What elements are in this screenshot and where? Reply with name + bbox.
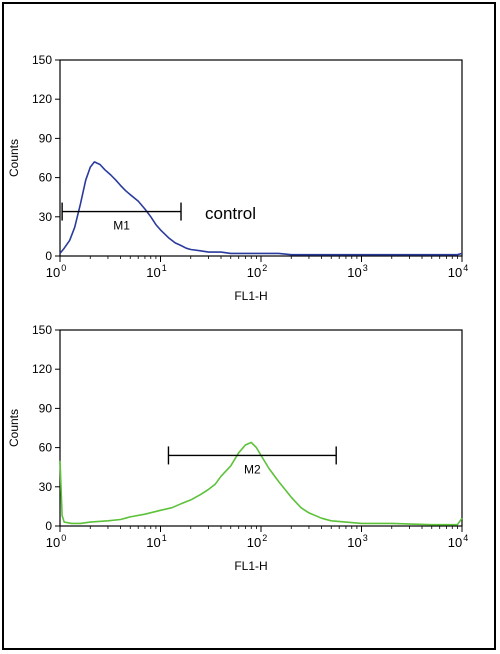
- y-tick-label: 150: [32, 323, 52, 337]
- histogram-line-bottom: [59, 441, 463, 526]
- chart-panel-top: 0 30 60 90 120 150 Counts 100 101 102 103 104 FL1-H M…: [7, 53, 468, 303]
- x-tick-label: 100: [46, 263, 66, 280]
- y-axis-label: Counts: [7, 409, 21, 447]
- plot-area: [59, 329, 463, 527]
- figure-frame: [2, 2, 496, 650]
- x-tick-label: 103: [347, 533, 367, 550]
- x-axis-label: FL1-H: [234, 559, 267, 573]
- y-tick-label: 150: [32, 53, 52, 67]
- marker-label: M1: [113, 219, 130, 233]
- x-tick-label: 104: [448, 263, 468, 280]
- y-tick-label: 120: [32, 362, 52, 376]
- histogram-line-top: [59, 161, 463, 256]
- y-axis-label: Counts: [7, 139, 21, 177]
- x-tick-label: 101: [146, 533, 166, 550]
- x-tick-label: 104: [448, 533, 468, 550]
- y-tick-label: 120: [32, 92, 52, 106]
- x-tick-label: 100: [46, 533, 66, 550]
- x-axis-label: FL1-H: [234, 289, 267, 303]
- y-tick-label: 90: [39, 401, 53, 415]
- y-tick-label: 60: [39, 441, 53, 455]
- x-tick-label: 102: [247, 263, 267, 280]
- x-tick-label: 101: [146, 263, 166, 280]
- marker-label: M2: [244, 462, 261, 476]
- y-tick-label: 90: [39, 131, 53, 145]
- chart-panel-bottom: 0 30 60 90 120 150 Counts 100 101 102 103 104 FL1-H M…: [7, 323, 468, 573]
- y-tick-label: 60: [39, 171, 53, 185]
- x-tick-label: 102: [247, 533, 267, 550]
- x-tick-label: 103: [347, 263, 367, 280]
- y-tick-label: 30: [39, 210, 53, 224]
- y-tick-label: 0: [45, 519, 52, 533]
- y-tick-label: 0: [45, 249, 52, 263]
- y-tick-label: 30: [39, 480, 53, 494]
- annotation-text: control: [205, 204, 256, 223]
